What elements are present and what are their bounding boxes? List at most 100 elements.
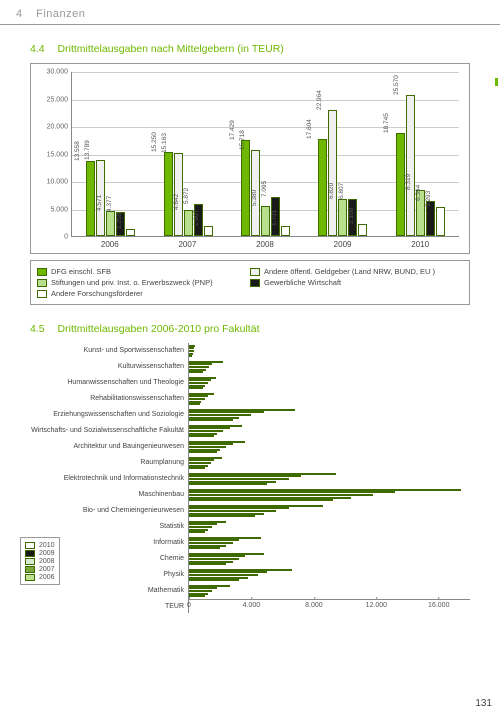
chart1-bar-label: 17.604 — [306, 119, 313, 139]
chart1-ytick: 0 — [38, 234, 68, 241]
chart1-heading-text: Drittmittelausgaben nach Mittelgebern (i… — [58, 43, 284, 55]
chart1-heading: 4.4 Drittmittelausgaben nach Mittelgeber… — [0, 25, 500, 63]
chart2-category-label: Statistik — [20, 519, 188, 535]
chart2-bar — [189, 355, 192, 357]
legend-label: Gewerbliche Wirtschaft — [264, 278, 341, 287]
chart1-heading-num: 4.4 — [30, 43, 45, 55]
chart1-bar-label: 6.394 — [415, 185, 422, 201]
chart1-bar-label: 4.642 — [173, 194, 180, 210]
chart2-bar — [189, 419, 233, 421]
chart1-bar-label: 4.377 — [106, 196, 113, 212]
chart2-bars — [188, 535, 470, 551]
chart2-bar — [189, 371, 203, 373]
chart1-group: 13.55813.7894.5714.3771.259 — [72, 72, 149, 236]
chart1-group: 17.604 22.964 6.8206.807 2.100 — [304, 72, 381, 236]
chart1-bar-label: 18.745 — [383, 113, 390, 133]
legend-item: 2006 — [25, 573, 55, 581]
chart1-ytick: 30.000 — [38, 69, 68, 76]
chart2-xtick: 16.000 — [428, 600, 449, 609]
chart1-bar-label: 15.718 — [239, 130, 246, 150]
chart2-bar — [189, 451, 217, 453]
chart2-bars — [188, 423, 470, 439]
chart1-bar-label: 5.872 — [183, 187, 190, 203]
chart2-row: Humanwissenschaften und Theologie — [20, 375, 470, 391]
chart1-bar-label: 17.429 — [229, 120, 236, 140]
legend-item: 2010 — [25, 541, 55, 549]
chart2-bar — [189, 595, 205, 597]
legend-label: DFG einschl. SFB — [51, 267, 111, 276]
chart2-category-label: Rehabilitationswissenschaften — [20, 391, 188, 407]
legend-item: Andere Forschungsförderer — [37, 288, 463, 299]
chart2-bars — [188, 391, 470, 407]
chart2-row: Maschinenbau — [20, 487, 470, 503]
chart2-xtick: 8.000 — [305, 600, 323, 609]
legend-item: DFG einschl. SFB — [37, 266, 250, 277]
legend-item: Andere öffentl. Geldgeber (Land NRW, BUN… — [250, 266, 463, 277]
chart2-bars — [188, 551, 470, 567]
chart1-bar: 5.380 — [261, 206, 270, 236]
chart2-bars — [188, 407, 470, 423]
chart1-bar-label: 15.250 — [151, 132, 158, 152]
chart2-category-label: Kunst- und Sportwissenschaften — [20, 343, 188, 359]
legend-label: Andere öffentl. Geldgeber (Land NRW, BUN… — [264, 267, 435, 276]
chart2-category-label: Architektur und Bauingenieurwesen — [20, 439, 188, 455]
chart1-bar: 1.731 — [281, 226, 290, 236]
chart2-bar — [189, 563, 226, 565]
legend-label: Andere Forschungsförderer — [51, 289, 143, 298]
chart1-xaxis: 20062007200820092010 — [71, 237, 459, 249]
chart1-legend: DFG einschl. SFB Andere öffentl. Geldgebe… — [30, 260, 470, 305]
chart1-bar: 1.907 — [204, 226, 213, 236]
chart2-bars — [188, 455, 470, 471]
legend-item: 2007 — [25, 565, 55, 573]
chart2-category-label: Bio- und Chemieingenieurwesen — [20, 503, 188, 519]
chart1-ytick: 10.000 — [38, 179, 68, 186]
chart2-heading-num: 4.5 — [30, 323, 45, 335]
chart1-bar: 4.571 — [106, 211, 115, 236]
legend-item: Stiftungen und priv. Inst. o. Erwerbszwe… — [37, 277, 250, 288]
chart2-bars — [188, 567, 470, 583]
chart1-bar-label: 1.907 — [193, 209, 200, 225]
chart1-bar-label: 22.964 — [316, 90, 323, 110]
chart1-xtick: 2009 — [304, 237, 382, 249]
chart2-xtick: 4.000 — [243, 600, 261, 609]
chart1-bar: 25.570 — [406, 95, 415, 236]
chart1-plot: 05.00010.00015.00020.00025.00030.00013.5… — [71, 72, 459, 237]
chart1-bar: 1.259 — [126, 229, 135, 236]
chart2-heading: 4.5 Drittmittelausgaben 2006-2010 pro Fa… — [0, 305, 500, 343]
chart2-bars — [188, 439, 470, 455]
chart2-category-label: Kulturwissenschaften — [20, 359, 188, 375]
chart2-row: Kunst- und Sportwissenschaften — [20, 343, 470, 359]
chart1-bar: 2.100 — [358, 224, 367, 236]
chart1-bar-label: 6.820 — [328, 182, 335, 198]
chart2-xaxis-label: TEUR — [20, 599, 188, 615]
legend-item: Gewerbliche Wirtschaft — [250, 277, 463, 288]
chart2-bars — [188, 519, 470, 535]
chart2-bars — [188, 487, 470, 503]
chart2-bars — [188, 343, 470, 359]
chart2-category-label: Elektrotechnik und Informationstechnik — [20, 471, 188, 487]
chart2-bar — [189, 515, 255, 517]
chart2-row: Statistik — [20, 519, 470, 535]
chart2-row: Chemie — [20, 551, 470, 567]
chart2-bars — [188, 583, 470, 599]
chart2-category-label: Wirtschafts- und Sozialwissenschaftliche… — [20, 423, 188, 439]
chart2-row: Raumplanung — [20, 455, 470, 471]
chart1-bar-label: 4.571 — [96, 195, 103, 211]
chart2-bars — [188, 375, 470, 391]
chart2-bars — [188, 503, 470, 519]
chart2-row: Physik — [20, 567, 470, 583]
page-number: 131 — [475, 698, 492, 709]
chart2-xaxis: 04.0008.00012.00016.000 — [188, 599, 470, 613]
chart2-heading-text: Drittmittelausgaben 2006-2010 pro Fakult… — [58, 323, 260, 335]
chart1-bar-label: 6.807 — [338, 182, 345, 198]
chart1-bar-label: 15.163 — [161, 133, 168, 153]
chart1-bar-label: 7.095 — [260, 181, 267, 197]
chart2-xtick: 0 — [187, 600, 191, 609]
chart1-bar-label: 5.380 — [250, 190, 257, 206]
chart2-row: Kulturwissenschaften — [20, 359, 470, 375]
chart2-bar — [189, 531, 205, 533]
chart1-bar: 18.745 — [396, 133, 405, 236]
chart1-group: 17.42915.7185.3807.0951.731 — [227, 72, 304, 236]
chart1-bar-label: 8.319 — [405, 174, 412, 190]
chart1: 05.00010.00015.00020.00025.00030.00013.5… — [30, 63, 470, 254]
